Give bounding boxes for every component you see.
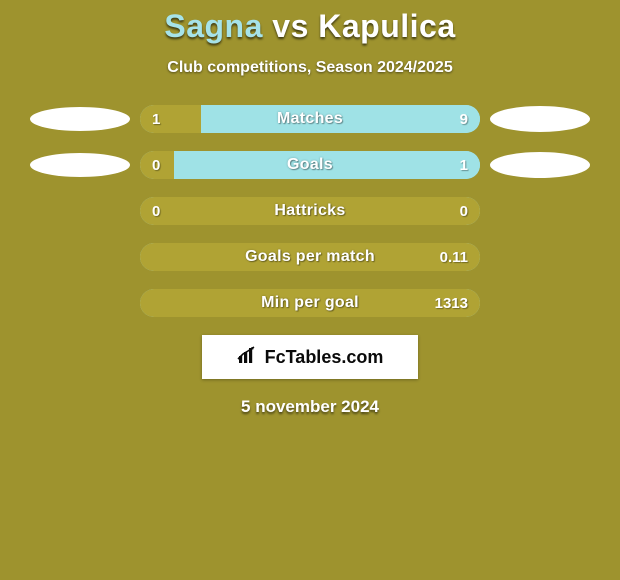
stat-label: Goals per match [140, 243, 480, 271]
stat-value-left: 0 [152, 151, 160, 179]
stat-bar: Hattricks0 0 [140, 197, 480, 225]
left-team-slot [30, 289, 130, 317]
right-team-slot [490, 243, 590, 271]
brand-text: FcTables.com [265, 347, 384, 368]
stat-row: Min per goal1313 [0, 289, 620, 317]
right-team-slot [490, 105, 590, 133]
stat-value-right: 0.11 [440, 243, 468, 271]
bar-chart-icon [237, 345, 259, 370]
stat-value-right: 1313 [435, 289, 468, 317]
stat-label: Goals [140, 151, 480, 179]
left-team-slot [30, 151, 130, 179]
stat-row: Goals per match0.11 [0, 243, 620, 271]
team-logo-placeholder [30, 107, 130, 131]
stat-row: Goals0 1 [0, 151, 620, 179]
team-logo-placeholder [490, 106, 590, 132]
right-team-slot [490, 289, 590, 317]
stat-label: Matches [140, 105, 480, 133]
stat-label: Hattricks [140, 197, 480, 225]
right-team-slot [490, 151, 590, 179]
stat-bar: Min per goal1313 [140, 289, 480, 317]
stats-rows: Matches19Goals01Hattricks00Goals per mat… [0, 105, 620, 317]
stat-bar: Goals0 1 [140, 151, 480, 179]
brand-box[interactable]: FcTables.com [202, 335, 418, 379]
stat-label: Min per goal [140, 289, 480, 317]
team-logo-placeholder [30, 153, 130, 177]
stat-value-right: 0 [460, 197, 468, 225]
comparison-infographic: Sagna vs Kapulica Club competitions, Sea… [0, 0, 620, 580]
stat-value-right: 9 [460, 105, 468, 133]
title-left-player: Sagna [164, 8, 263, 44]
right-team-slot [490, 197, 590, 225]
stat-row: Matches1 9 [0, 105, 620, 133]
subtitle: Club competitions, Season 2024/2025 [0, 59, 620, 77]
title-right-player: Kapulica [318, 8, 455, 44]
stat-value-left: 0 [152, 197, 160, 225]
stat-value-left: 1 [152, 105, 160, 133]
title-vs: vs [263, 8, 318, 44]
left-team-slot [30, 197, 130, 225]
team-logo-placeholder [490, 152, 590, 178]
stat-value-right: 1 [460, 151, 468, 179]
left-team-slot [30, 105, 130, 133]
date-label: 5 november 2024 [0, 397, 620, 417]
stat-row: Hattricks0 0 [0, 197, 620, 225]
stat-bar: Goals per match0.11 [140, 243, 480, 271]
stat-bar: Matches1 9 [140, 105, 480, 133]
left-team-slot [30, 243, 130, 271]
page-title: Sagna vs Kapulica [0, 0, 620, 45]
